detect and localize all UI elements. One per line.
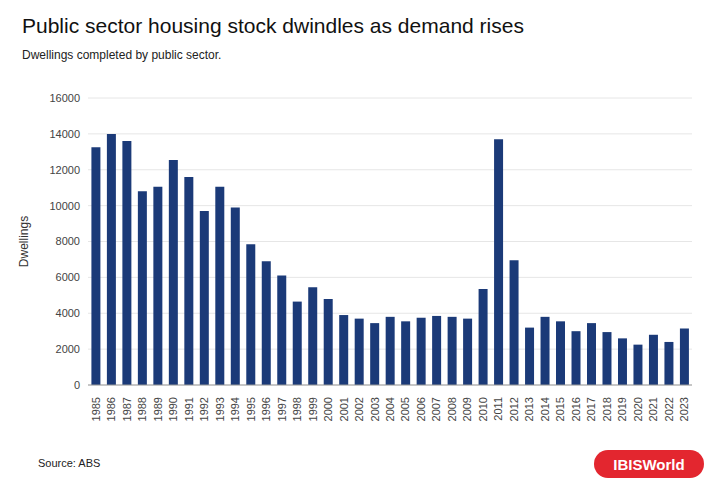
svg-text:1991: 1991 [183, 397, 195, 421]
svg-text:2011: 2011 [492, 397, 504, 421]
html-text:Dwellings completed by public: Dwellings completed by public sector. [22, 48, 222, 62]
svg-text:10000: 10000 [49, 200, 80, 212]
svg-text:0: 0 [74, 379, 80, 391]
svg-text:2008: 2008 [446, 397, 458, 421]
svg-text:1999: 1999 [307, 397, 319, 421]
html-text:Public sector housing stock dw: Public sector housing stock dwindles as … [22, 14, 524, 37]
svg-text:1989: 1989 [152, 397, 164, 421]
svg-text:1993: 1993 [214, 397, 226, 421]
svg-text:2012: 2012 [508, 397, 520, 421]
svg-text:1995: 1995 [245, 397, 257, 421]
svg-text:1992: 1992 [198, 397, 210, 421]
svg-text:12000: 12000 [49, 164, 80, 176]
svg-text:2014: 2014 [539, 397, 551, 421]
svg-text:1997: 1997 [276, 397, 288, 421]
svg-text:2005: 2005 [399, 397, 411, 421]
svg-text:6000: 6000 [56, 271, 80, 283]
svg-text:2016: 2016 [570, 397, 582, 421]
svg-text:Dwellings: Dwellings [17, 216, 31, 267]
svg-text:1994: 1994 [229, 397, 241, 421]
svg-text:2000: 2000 [56, 343, 80, 355]
svg-text:2010: 2010 [477, 397, 489, 421]
svg-text:16000: 16000 [49, 92, 80, 104]
svg-text:1986: 1986 [105, 397, 117, 421]
svg-text:2017: 2017 [585, 397, 597, 421]
svg-text:2002: 2002 [353, 397, 365, 421]
html-text:Source: ABS: Source: ABS [38, 457, 101, 469]
svg-text:14000: 14000 [49, 128, 80, 140]
svg-text:2003: 2003 [369, 397, 381, 421]
svg-text:2015: 2015 [554, 397, 566, 421]
svg-text:2019: 2019 [616, 397, 628, 421]
svg-text:1985: 1985 [90, 397, 102, 421]
html-text:IBISWorld: IBISWorld [613, 455, 685, 473]
svg-text:1998: 1998 [291, 397, 303, 421]
svg-text:1990: 1990 [167, 397, 179, 421]
svg-text:2018: 2018 [601, 397, 613, 421]
svg-text:1996: 1996 [260, 397, 272, 421]
svg-text:2006: 2006 [415, 397, 427, 421]
svg-text:2022: 2022 [663, 397, 675, 421]
svg-text:2001: 2001 [338, 397, 350, 421]
svg-text:2020: 2020 [632, 397, 644, 421]
svg-text:2021: 2021 [647, 397, 659, 421]
svg-text:2000: 2000 [322, 397, 334, 421]
svg-text:1987: 1987 [121, 397, 133, 421]
svg-text:2004: 2004 [384, 397, 396, 421]
svg-text:1988: 1988 [136, 397, 148, 421]
svg-text:2009: 2009 [461, 397, 473, 421]
svg-text:4000: 4000 [56, 307, 80, 319]
svg-text:2007: 2007 [430, 397, 442, 421]
svg-text:2023: 2023 [678, 397, 690, 421]
svg-text:2013: 2013 [523, 397, 535, 421]
svg-text:8000: 8000 [56, 235, 80, 247]
